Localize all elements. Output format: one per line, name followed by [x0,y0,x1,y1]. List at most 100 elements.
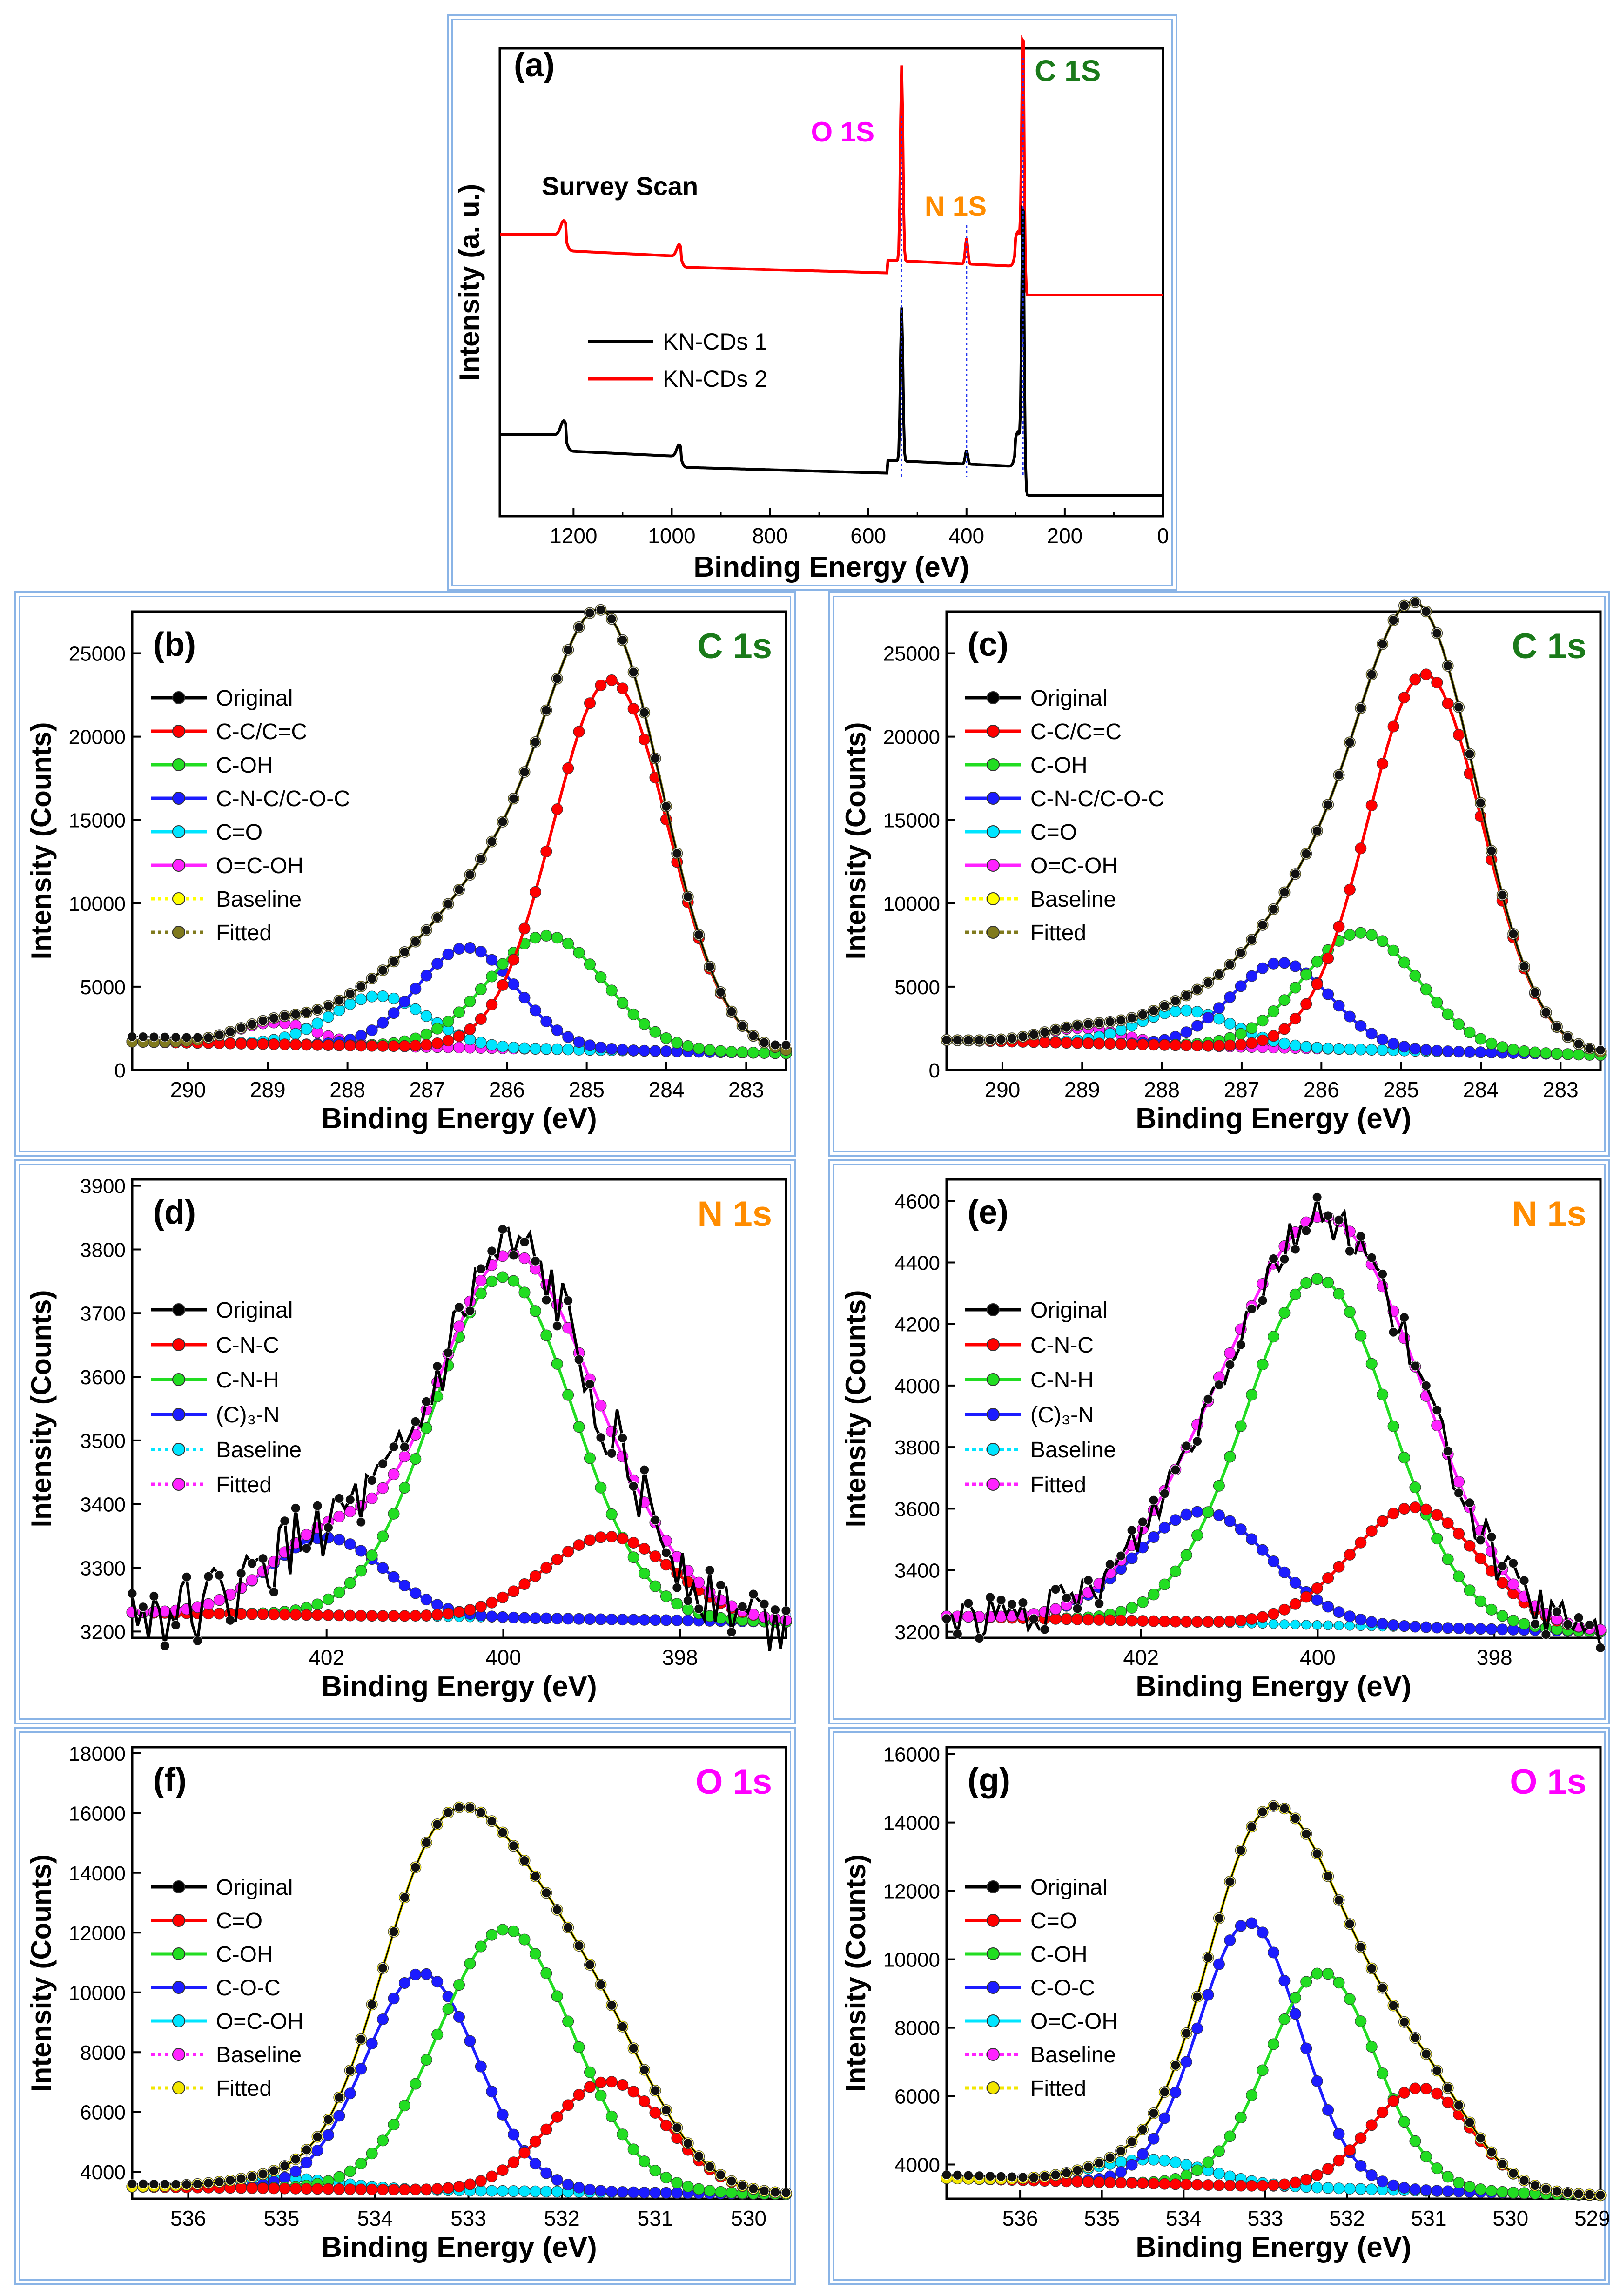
series-original [127,1802,791,2198]
series-original-marker [334,995,344,1005]
series-o-c-oh-marker [1333,2182,1345,2195]
series-original-marker [1519,2175,1529,2186]
series-original-marker [1257,1295,1268,1306]
series-c-n-h-marker [584,1452,596,1464]
series-c-c-c-c-marker [529,886,541,898]
x-tick-label: 398 [662,1645,698,1670]
legend-marker [172,825,185,838]
series-c-oh-marker [1398,956,1410,969]
legend-label: C-O-C [1030,1976,1095,2000]
series-c-n-h-marker [1431,1533,1443,1545]
series-fitted-marker [475,1274,487,1286]
series-c-oh-marker [1442,1008,1454,1020]
series-c-oh-marker [540,929,552,942]
series-c-oh-marker [682,2181,694,2193]
series-original-marker [149,1032,159,1042]
series-c-n-c-marker [1137,1615,1149,1627]
panel-label: (b) [153,626,196,663]
series-original-marker [247,1558,257,1569]
y-tick-label: 8000 [894,2017,940,2040]
y-tick-label: 10000 [69,1982,126,2005]
series-original-marker [563,645,573,655]
series-original-marker [1366,1963,1377,1973]
y-tick-label: 3900 [80,1175,126,1198]
series-original-marker [454,1302,464,1313]
series-c-n-c-marker [355,1609,367,1622]
x-tick-label: 283 [728,1077,764,1102]
legend-marker [172,859,185,872]
series-c-o-marker [1170,2178,1182,2190]
series--c-3-n-marker [1191,1506,1203,1518]
series-c-n-h-marker [639,1567,651,1579]
series-original-marker [1127,1525,1137,1535]
legend-marker [987,792,1000,805]
series-c-oh-marker [747,1047,760,1059]
legend-label: C-N-H [1030,1368,1094,1393]
series-c-o-c-marker [497,2108,509,2121]
series-c-n-c-c-o-c-marker [1453,1045,1465,1057]
series-c-o-marker [1300,2174,1312,2186]
series-c-o-marker [388,992,400,1004]
series-original-marker [1573,2189,1584,2199]
series-original-marker [280,1011,290,1021]
series-c-o-marker [1235,2180,1247,2192]
series-c-oh-marker [627,1008,639,1020]
series-c-o-marker [1257,2180,1269,2192]
y-tick-label: 8000 [80,2041,126,2064]
series-c-oh-marker [518,1933,531,1946]
series-c-n-h-marker [1300,1277,1312,1289]
legend-label: C-O-C [216,1976,281,2000]
series-original-marker [628,2043,639,2054]
series-c-c-c-c-marker [551,803,563,815]
series-original-marker [770,2187,780,2197]
series-c-c-c-c-marker [627,703,639,715]
series-c-oh-marker [649,1026,661,1038]
series-original-marker [356,1517,366,1527]
series-original-marker [1127,1013,1137,1023]
legend-label: C-C/C=C [1030,720,1122,744]
series-c-oh-marker [1387,944,1399,956]
series-c-oh-marker [1257,1015,1269,1027]
series-original-marker [1257,1807,1268,1817]
series-c-n-c-c-o-c-marker [518,992,531,1004]
legend-marker [172,725,185,738]
series-c-oh-marker [1268,2038,1279,2050]
x-tick-label: 290 [985,1077,1021,1102]
series-o-c-oh-marker [1115,2156,1127,2168]
series-c-n-c-marker [497,1591,509,1603]
series-original-marker [618,1433,628,1443]
x-tick-label: 531 [1411,2206,1447,2230]
series-c-o-marker [1126,2177,1138,2189]
plot-frame [131,1178,787,1639]
series-original-marker [236,2174,246,2184]
series-c-n-c-marker [301,1609,313,1621]
series-fitted-marker [595,1400,607,1412]
series-c-n-h-marker [1409,1481,1421,1494]
y-tick-label: 4000 [894,1375,940,1398]
legend-marker [172,1408,185,1421]
series--c-3-n-marker [497,1611,509,1623]
series-c-n-c-marker [562,1546,574,1558]
series-c-n-h-marker [1246,1389,1258,1401]
series-original-marker [236,1023,246,1033]
series-original-marker [519,1855,530,1865]
series-original-marker [1465,1498,1475,1508]
series-kn-cds-1 [500,205,1163,497]
series-c-oh-marker [355,2158,367,2170]
series-c-n-c-marker [410,1609,422,1622]
element-label: N 1s [697,1194,772,1234]
series-c-n-c-c-o-c-marker [410,983,422,995]
series-original-marker [454,1802,464,1812]
series-c-o-c-marker [1398,2182,1410,2194]
series-original-marker [1159,1001,1170,1011]
series-original-marker [1192,1436,1203,1447]
y-tick-label: 3400 [894,1560,940,1582]
series-c-c-c-c-marker [1442,697,1454,709]
series-original-marker [225,1027,235,1037]
series-original-marker [1214,1380,1224,1390]
series-original-marker [661,1548,671,1558]
series-baseline-marker [1334,1621,1344,1631]
series-c-n-c-marker [1126,1615,1138,1627]
series-c-n-c-marker [1365,1525,1378,1537]
series-c-oh-marker [497,958,509,970]
